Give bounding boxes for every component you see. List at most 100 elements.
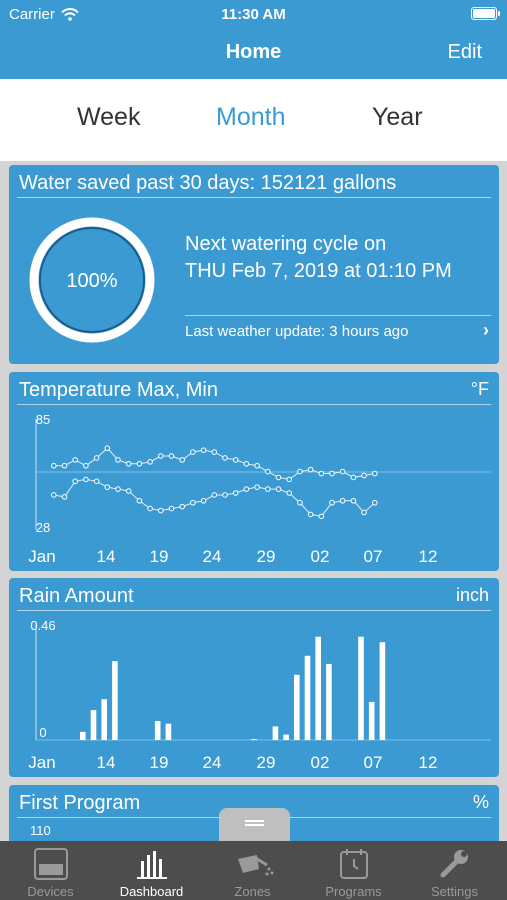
savings-percent: 100% xyxy=(66,270,117,292)
temperature-point xyxy=(115,486,121,492)
settings-icon xyxy=(440,850,468,878)
rain-chart: Jan 14 19 24 29 02 07 12 0.46 0 xyxy=(28,618,491,772)
temperature-point xyxy=(275,474,282,481)
rain-bar xyxy=(154,720,161,740)
temperature-y-tick-max: 85 xyxy=(36,412,50,427)
temperature-point xyxy=(115,457,121,463)
programs-icon xyxy=(340,849,368,879)
temperature-point xyxy=(307,466,314,473)
temperature-point xyxy=(104,484,111,490)
rain-bar xyxy=(368,701,375,740)
temperature-point xyxy=(190,449,196,455)
temperature-point xyxy=(232,490,239,496)
temperature-point xyxy=(147,459,153,465)
rain-bar xyxy=(326,663,332,740)
tab-dashboard[interactable]: Dashboard xyxy=(101,841,202,900)
temperature-point xyxy=(83,462,89,469)
temperature-point xyxy=(168,505,175,512)
temperature-point xyxy=(350,497,357,504)
temperature-point xyxy=(275,486,282,492)
next-cycle-label: Next watering cycle on xyxy=(185,233,387,255)
edit-button[interactable]: Edit xyxy=(447,41,482,63)
weather-update[interactable]: Last weather update: 3 hours ago xyxy=(185,323,409,340)
dashboard-content[interactable]: Water saved past 30 days: 152121 gallons… xyxy=(0,161,507,841)
temperature-point xyxy=(136,460,143,467)
tab-programs[interactable]: Programs xyxy=(303,841,404,900)
program-title: First Program xyxy=(19,792,141,814)
temperature-point xyxy=(136,497,143,504)
temperature-point xyxy=(286,490,293,496)
carrier-label: Carrier xyxy=(9,6,55,23)
temperature-point xyxy=(125,488,132,494)
rain-bar xyxy=(101,699,107,740)
rain-unit: inch xyxy=(455,585,489,605)
rain-x-tick-07: 07 xyxy=(364,753,383,772)
rain-bar xyxy=(272,726,279,740)
tab-label: Zones xyxy=(234,884,271,899)
temperature-point xyxy=(93,478,100,485)
rain-x-tick-12: 12 xyxy=(419,753,438,772)
rain-bar xyxy=(165,723,172,740)
temperature-point xyxy=(147,505,153,512)
chevron-right-icon[interactable]: › xyxy=(483,320,489,340)
temperature-x-tick-19: 19 xyxy=(150,547,169,566)
temperature-point xyxy=(72,478,78,485)
rain-y-tick-max: 0.46 xyxy=(30,618,55,633)
program-y-tick: 110 xyxy=(30,823,51,838)
temperature-point xyxy=(61,462,68,469)
rain-bar xyxy=(90,710,97,740)
temperature-point xyxy=(339,497,346,504)
temperature-point xyxy=(232,457,239,463)
nav-bar: Home Edit xyxy=(0,30,507,79)
water-saved-card: Water saved past 30 days: 152121 gallons… xyxy=(9,165,499,364)
temperature-point xyxy=(297,499,303,506)
temperature-point xyxy=(200,497,207,504)
temperature-point xyxy=(200,447,207,453)
rain-bar xyxy=(304,655,311,740)
rain-x-tick-19: 19 xyxy=(150,753,169,772)
temperature-x-tick-jan: Jan xyxy=(28,547,55,566)
period-selector: Week Month Year xyxy=(0,79,507,161)
temperature-point xyxy=(350,474,357,481)
rain-x-tick-14: 14 xyxy=(97,753,116,772)
rain-bar xyxy=(358,636,364,740)
temperature-point xyxy=(361,472,367,479)
temperature-point xyxy=(243,460,250,467)
rain-title: Rain Amount xyxy=(19,585,134,607)
temperature-x-tick-14: 14 xyxy=(97,547,116,566)
temperature-point xyxy=(72,457,78,463)
next-cycle-date: THU Feb 7, 2019 at 01:10 PM xyxy=(185,260,452,282)
tab-label: Programs xyxy=(325,884,382,899)
temperature-unit: °F xyxy=(470,379,489,399)
temperature-point xyxy=(254,484,260,490)
water-saved-title: Water saved past 30 days: 152121 gallons xyxy=(19,172,397,194)
zones-icon xyxy=(238,855,274,876)
temperature-point xyxy=(339,468,346,475)
tab-bar: Devices Dashboard Zones Programs xyxy=(0,841,507,900)
temperature-card: Temperature Max, Min °F Jan 14 19 24 29 02 07 1… xyxy=(9,372,499,571)
temperature-point xyxy=(222,492,228,498)
temperature-title: Temperature Max, Min xyxy=(19,379,218,401)
tab-zones[interactable]: Zones xyxy=(202,841,303,900)
temperature-point xyxy=(51,462,57,469)
temperature-chart: Jan 14 19 24 29 02 07 12 85 28 xyxy=(28,412,491,566)
temperature-point xyxy=(93,455,100,461)
segment-month[interactable]: Month xyxy=(216,103,286,131)
segment-week[interactable]: Week xyxy=(77,103,141,131)
segment-year[interactable]: Year xyxy=(372,103,423,131)
temperature-point xyxy=(329,499,335,506)
temperature-point xyxy=(372,499,378,506)
temperature-point xyxy=(307,511,314,518)
battery-icon xyxy=(471,7,500,20)
divider xyxy=(17,197,491,198)
temperature-x-tick-02: 02 xyxy=(311,547,330,566)
rain-x-tick-jan: Jan xyxy=(28,753,55,772)
temperature-point xyxy=(329,470,335,477)
tab-devices[interactable]: Devices xyxy=(0,841,101,900)
tab-settings[interactable]: Settings xyxy=(404,841,505,900)
devices-icon xyxy=(34,848,68,880)
temperature-point xyxy=(179,457,185,463)
temperature-x-tick-24: 24 xyxy=(203,547,222,566)
drawer-handle[interactable] xyxy=(219,808,290,842)
temperature-point xyxy=(179,503,185,510)
